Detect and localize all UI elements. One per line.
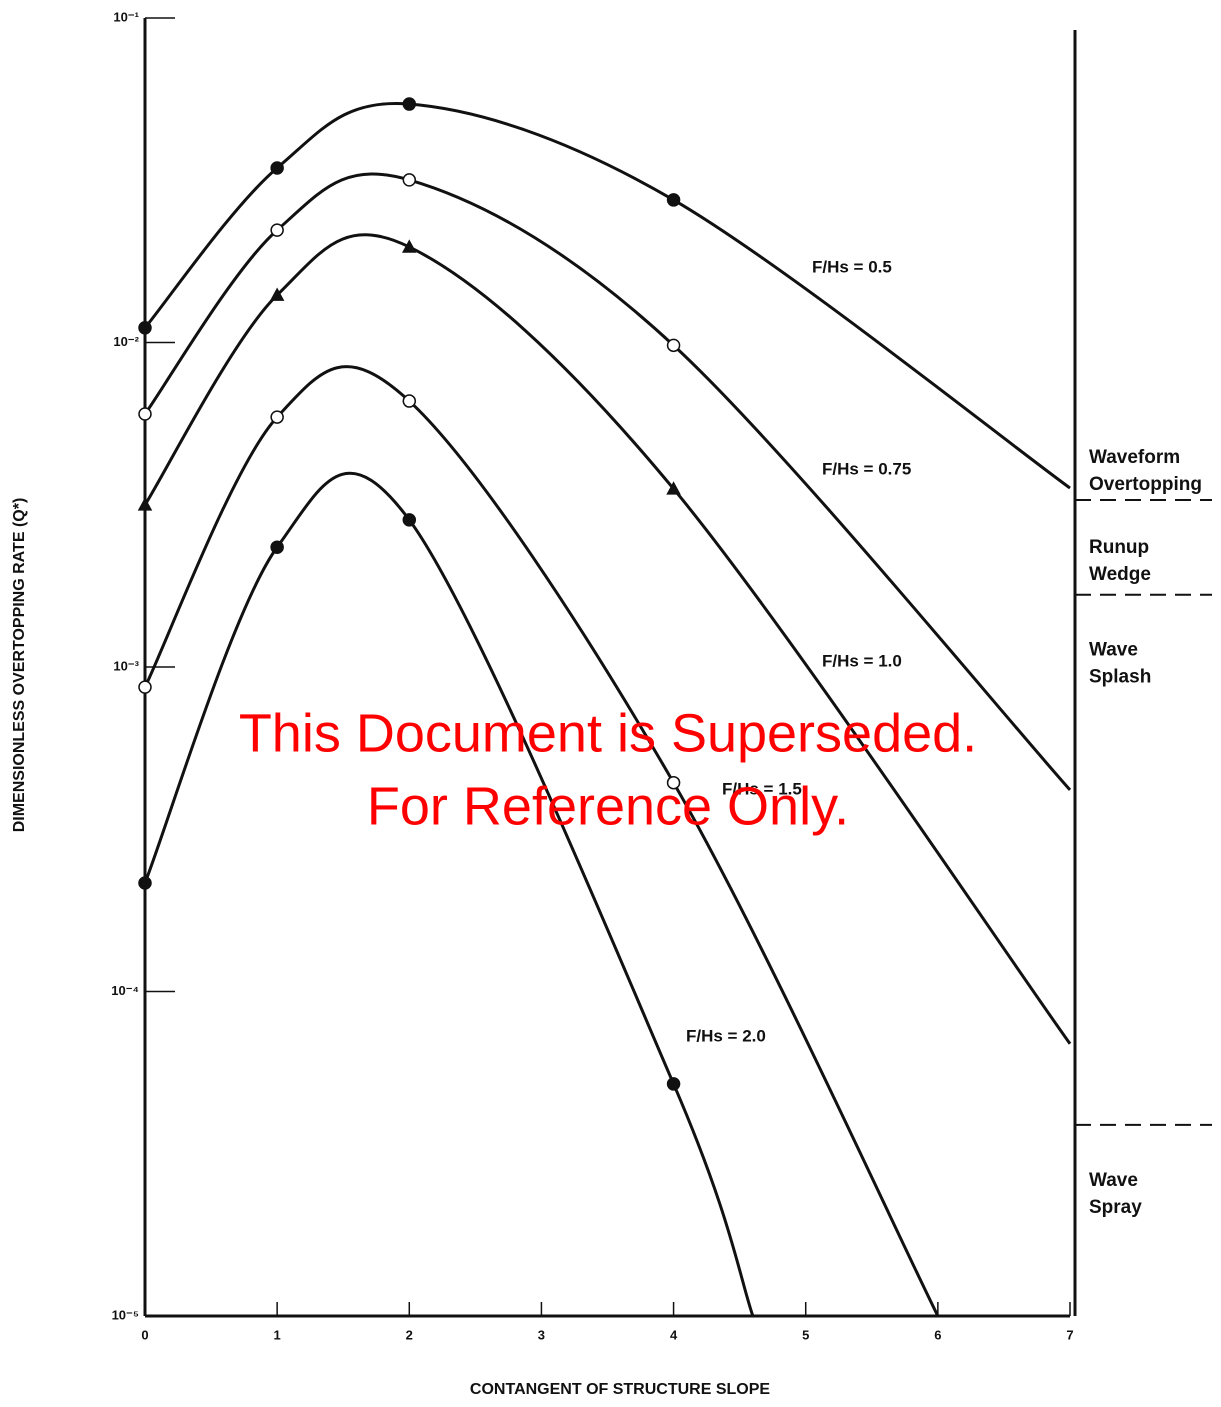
x-tick-label: 0 [141,1327,148,1342]
marker [666,338,681,353]
series-label: F/Hs = 0.75 [822,459,911,478]
marker [269,287,285,301]
marker [137,497,153,511]
series-label: F/Hs = 1.0 [822,651,902,670]
marker [270,161,284,175]
watermark: For Reference Only. [367,776,849,836]
y-tick-label: 10⁻⁵ [112,1307,139,1322]
marker [402,173,417,187]
marker [138,321,152,335]
y-tick-label: 10⁻¹ [113,9,139,24]
y-tick-label: 10⁻² [113,334,139,349]
series-label: F/Hs = 1.5 [722,779,802,798]
x-tick-label: 5 [802,1327,809,1342]
marker [666,481,681,495]
y-axis-title: DIMENSIONLESS OVERTOPPING RATE (Q*) [11,498,28,833]
curve [143,101,1071,490]
marker [402,97,417,111]
curve [143,172,1072,791]
curve [143,233,1072,1045]
x-tick-label: 4 [670,1327,678,1342]
watermark: This Document is Superseded. [239,703,977,763]
marker [402,239,417,253]
zone-label: Wave Spray [1089,1170,1142,1218]
marker [666,1077,681,1091]
marker [270,223,284,237]
y-tick-label: 10⁻³ [113,658,139,673]
series-label: F/Hs = 0.5 [812,257,892,276]
marker [270,410,284,424]
x-tick-label: 3 [538,1327,545,1342]
marker [138,407,152,421]
x-tick-label: 2 [406,1327,413,1342]
curve [143,471,755,1317]
marker [138,680,152,694]
series-label: F/Hs = 2.0 [686,1026,766,1045]
marker [402,394,417,408]
zone-label: Waveform Overtopping [1089,447,1202,495]
zone-label: Wave Splash [1089,640,1151,688]
x-tick-label: 6 [934,1327,941,1342]
zone-label: Runup Wedge [1089,537,1151,585]
x-axis-title: CONTANGENT OF STRUCTURE SLOPE [470,1381,770,1398]
curve [143,365,940,1317]
marker [402,513,417,527]
marker [666,193,681,207]
marker [666,775,681,790]
marker [138,876,152,890]
x-tick-label: 7 [1066,1327,1073,1342]
y-tick-label: 10⁻⁴ [111,983,139,998]
x-tick-label: 1 [274,1327,281,1342]
marker [270,540,284,554]
